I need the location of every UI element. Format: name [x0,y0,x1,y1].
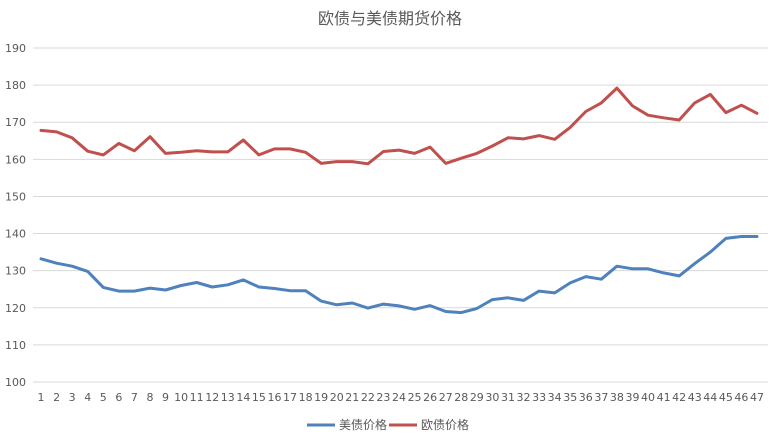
x-tick-label: 34 [548,391,562,404]
y-tick-label: 130 [5,265,26,278]
x-tick-label: 33 [532,391,546,404]
series-line-eu-bond [39,86,759,166]
y-tick-label: 120 [5,302,26,315]
x-tick-label: 30 [485,391,499,404]
x-tick-label: 16 [267,391,281,404]
x-tick-label: 31 [501,391,515,404]
x-tick-label: 26 [423,391,437,404]
x-tick-label: 18 [299,391,313,404]
x-tick-label: 14 [236,391,250,404]
chart-title: 欧债与美债期货价格 [318,9,462,28]
grid [33,47,768,383]
legend-label-us-bond: 美债价格 [339,417,387,432]
y-tick-label: 190 [5,42,26,55]
y-tick-label: 100 [5,376,26,389]
x-tick-label: 46 [734,391,748,404]
y-tick-label: 160 [5,153,26,166]
x-tick-label: 42 [672,391,686,404]
x-tick-label: 15 [252,391,266,404]
x-tick-label: 12 [205,391,219,404]
series-lines [39,86,759,315]
y-tick-label: 140 [5,228,26,241]
x-tick-label: 37 [594,391,608,404]
x-tick-label: 47 [750,391,764,404]
x-tick-label: 32 [517,391,531,404]
x-tick-label: 39 [625,391,639,404]
y-tick-label: 170 [5,116,26,129]
x-tick-label: 7 [131,391,138,404]
x-tick-label: 22 [361,391,375,404]
x-tick-label: 10 [174,391,188,404]
x-tick-label: 24 [392,391,406,404]
x-tick-label: 27 [439,391,453,404]
x-tick-label: 25 [408,391,422,404]
x-tick-label: 4 [84,391,91,404]
x-tick-label: 38 [610,391,624,404]
x-tick-label: 9 [162,391,169,404]
series-line-us-bond [39,235,759,315]
x-tick-label: 21 [345,391,359,404]
x-tick-label: 40 [641,391,655,404]
x-tick-label: 5 [100,391,107,404]
y-tick-label: 150 [5,190,26,203]
x-tick-label: 8 [146,391,153,404]
x-axis-ticks: 1 2 3 4 5 6 7 8 9 10 11 12 13 14 15 16 17 18 19 20 21 22 23 24 2… [38,391,765,404]
legend-label-eu-bond: 欧债价格 [421,417,469,432]
y-tick-label: 110 [5,339,26,352]
x-tick-label: 1 [38,391,45,404]
x-tick-label: 11 [190,391,204,404]
x-tick-label: 35 [563,391,577,404]
y-tick-label: 180 [5,79,26,92]
x-tick-label: 2 [53,391,60,404]
x-tick-label: 6 [115,391,122,404]
x-tick-label: 44 [703,391,717,404]
y-axis-ticks: 100 110 120 130 140 150 160 170 180 190 [5,42,26,389]
x-tick-label: 13 [221,391,235,404]
x-tick-label: 43 [688,391,702,404]
x-tick-label: 19 [314,391,328,404]
x-tick-label: 23 [376,391,390,404]
x-tick-label: 3 [69,391,76,404]
x-tick-label: 36 [579,391,593,404]
x-tick-label: 20 [330,391,344,404]
x-tick-label: 29 [470,391,484,404]
legend: 美债价格 欧债价格 [307,417,469,432]
x-tick-label: 28 [454,391,468,404]
x-tick-label: 45 [719,391,733,404]
x-tick-label: 41 [657,391,671,404]
x-tick-label: 17 [283,391,297,404]
